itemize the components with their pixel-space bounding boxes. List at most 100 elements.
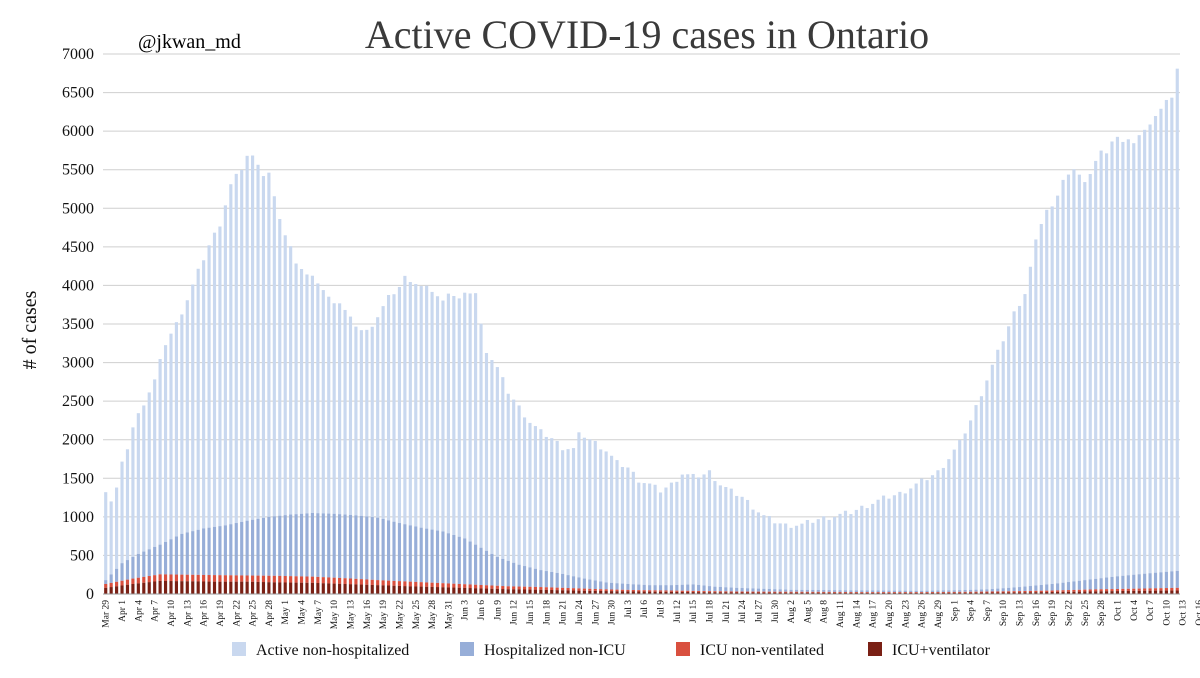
bar-icu-ventilator-111	[707, 592, 712, 594]
bar-active-non-hospitalized-87	[577, 432, 581, 578]
bar-icu-non-ventilated-10	[158, 574, 162, 581]
bar-icu-non-ventilated-169	[1023, 591, 1027, 593]
bar-active-non-hospitalized-118	[745, 499, 750, 589]
bar-hospitalized-non-icu-197	[1175, 570, 1179, 588]
bar-active-non-hospitalized-150	[920, 478, 924, 591]
bar-icu-non-ventilated-103	[664, 590, 668, 592]
bar-hospitalized-non-icu-35	[294, 514, 298, 577]
bar-icu-non-ventilated-135	[838, 591, 842, 593]
bar-active-non-hospitalized-172	[1039, 224, 1043, 585]
bar-icu-ventilator-61	[435, 587, 440, 594]
bar-icu-non-ventilated-174	[1050, 590, 1054, 592]
bar-icu-ventilator-16	[191, 581, 195, 594]
x-tick-label: Jun 21	[559, 600, 569, 625]
x-tick-label: Oct 1	[1113, 600, 1123, 621]
bar-hospitalized-non-icu-56	[408, 525, 412, 582]
bar-icu-ventilator-149	[914, 592, 918, 594]
bar-hospitalized-non-icu-82	[550, 572, 554, 588]
bar-icu-ventilator-109	[697, 592, 701, 594]
bar-active-non-hospitalized-132	[822, 516, 826, 591]
bar-active-non-hospitalized-92	[604, 451, 608, 583]
y-tick-label-5000: 5000	[62, 200, 94, 217]
bar-icu-non-ventilated-189	[1132, 588, 1136, 591]
bar-hospitalized-non-icu-184	[1104, 577, 1109, 590]
bar-hospitalized-non-icu-25	[240, 521, 244, 576]
bar-hospitalized-non-icu-126	[789, 589, 793, 592]
bar-hospitalized-non-icu-119	[751, 588, 755, 592]
bar-active-non-hospitalized-171	[1034, 239, 1038, 586]
x-tick-label: Apr 25	[249, 600, 259, 627]
bar-hospitalized-non-icu-152	[930, 590, 935, 593]
bar-active-non-hospitalized-14	[180, 314, 184, 534]
bar-hospitalized-non-icu-38	[310, 513, 314, 577]
bar-active-non-hospitalized-174	[1050, 206, 1054, 584]
bar-icu-ventilator-162	[985, 592, 989, 594]
bar-icu-ventilator-79	[533, 589, 537, 594]
bar-hospitalized-non-icu-16	[191, 531, 195, 575]
bar-hospitalized-non-icu-39	[316, 513, 320, 577]
bar-icu-non-ventilated-73	[501, 586, 505, 590]
bar-icu-non-ventilated-94	[615, 589, 619, 592]
bar-hospitalized-non-icu-86	[571, 576, 576, 589]
bar-icu-ventilator-178	[1072, 591, 1076, 594]
x-tick-label: Apr 13	[183, 600, 193, 627]
bar-icu-non-ventilated-31	[272, 575, 276, 583]
bar-icu-non-ventilated-11	[163, 574, 168, 581]
bar-icu-ventilator-159	[969, 592, 973, 594]
bar-hospitalized-non-icu-157	[958, 590, 962, 592]
bar-icu-non-ventilated-2	[115, 581, 119, 587]
x-tick-label: Apr 7	[151, 600, 161, 622]
bar-active-non-hospitalized-36	[299, 269, 304, 514]
bar-active-non-hospitalized-95	[620, 467, 625, 584]
bar-hospitalized-non-icu-49	[370, 517, 374, 580]
bar-icu-non-ventilated-115	[729, 591, 733, 593]
bar-icu-non-ventilated-180	[1083, 589, 1087, 592]
bar-icu-ventilator-63	[446, 587, 450, 594]
bar-hospitalized-non-icu-26	[245, 520, 249, 576]
bar-active-non-hospitalized-159	[969, 420, 973, 590]
bar-hospitalized-non-icu-92	[604, 582, 608, 590]
bar-active-non-hospitalized-21	[218, 226, 222, 527]
bar-hospitalized-non-icu-20	[212, 526, 217, 576]
bar-hospitalized-non-icu-131	[816, 590, 820, 592]
bar-icu-non-ventilated-105	[675, 590, 679, 592]
bar-icu-ventilator-37	[305, 582, 309, 594]
bar-icu-non-ventilated-81	[544, 587, 548, 590]
x-tick-label: Oct 13	[1179, 600, 1189, 626]
bar-active-non-hospitalized-163	[990, 364, 994, 589]
bar-icu-non-ventilated-95	[620, 589, 625, 592]
bar-icu-non-ventilated-126	[789, 591, 793, 593]
bar-hospitalized-non-icu-15	[185, 532, 189, 575]
bar-active-non-hospitalized-169	[1023, 294, 1027, 587]
x-tick-label: May 25	[412, 600, 422, 630]
bar-active-non-hospitalized-128	[800, 523, 804, 590]
bar-icu-ventilator-40	[321, 583, 325, 594]
bar-hospitalized-non-icu-93	[610, 582, 614, 590]
bar-active-non-hospitalized-193	[1153, 116, 1158, 573]
bar-icu-ventilator-19	[207, 581, 211, 594]
bar-icu-ventilator-183	[1099, 591, 1103, 594]
bar-active-non-hospitalized-107	[686, 474, 690, 585]
bar-hospitalized-non-icu-180	[1083, 580, 1087, 590]
bar-hospitalized-non-icu-195	[1164, 571, 1168, 589]
bar-active-non-hospitalized-7	[142, 405, 146, 552]
bar-icu-ventilator-81	[544, 589, 548, 594]
bar-hospitalized-non-icu-50	[376, 517, 380, 581]
bar-active-non-hospitalized-53	[392, 294, 396, 522]
y-tick-label-6000: 6000	[62, 123, 94, 140]
bar-active-non-hospitalized-5	[131, 427, 135, 557]
bar-hospitalized-non-icu-4	[125, 560, 130, 580]
bar-active-non-hospitalized-176	[1061, 179, 1065, 583]
bar-icu-ventilator-93	[610, 591, 614, 594]
bar-icu-ventilator-51	[381, 585, 385, 594]
bar-icu-ventilator-166	[1007, 592, 1011, 594]
bar-icu-ventilator-194	[1159, 590, 1163, 594]
bar-hospitalized-non-icu-57	[414, 526, 418, 582]
bar-active-non-hospitalized-185	[1110, 141, 1114, 577]
bar-icu-non-ventilated-109	[697, 590, 701, 593]
bar-icu-ventilator-190	[1137, 590, 1141, 594]
bar-active-non-hospitalized-60	[430, 291, 434, 530]
bar-active-non-hospitalized-99	[642, 483, 646, 585]
bar-active-non-hospitalized-148	[909, 488, 913, 591]
bar-icu-ventilator-176	[1061, 591, 1065, 594]
